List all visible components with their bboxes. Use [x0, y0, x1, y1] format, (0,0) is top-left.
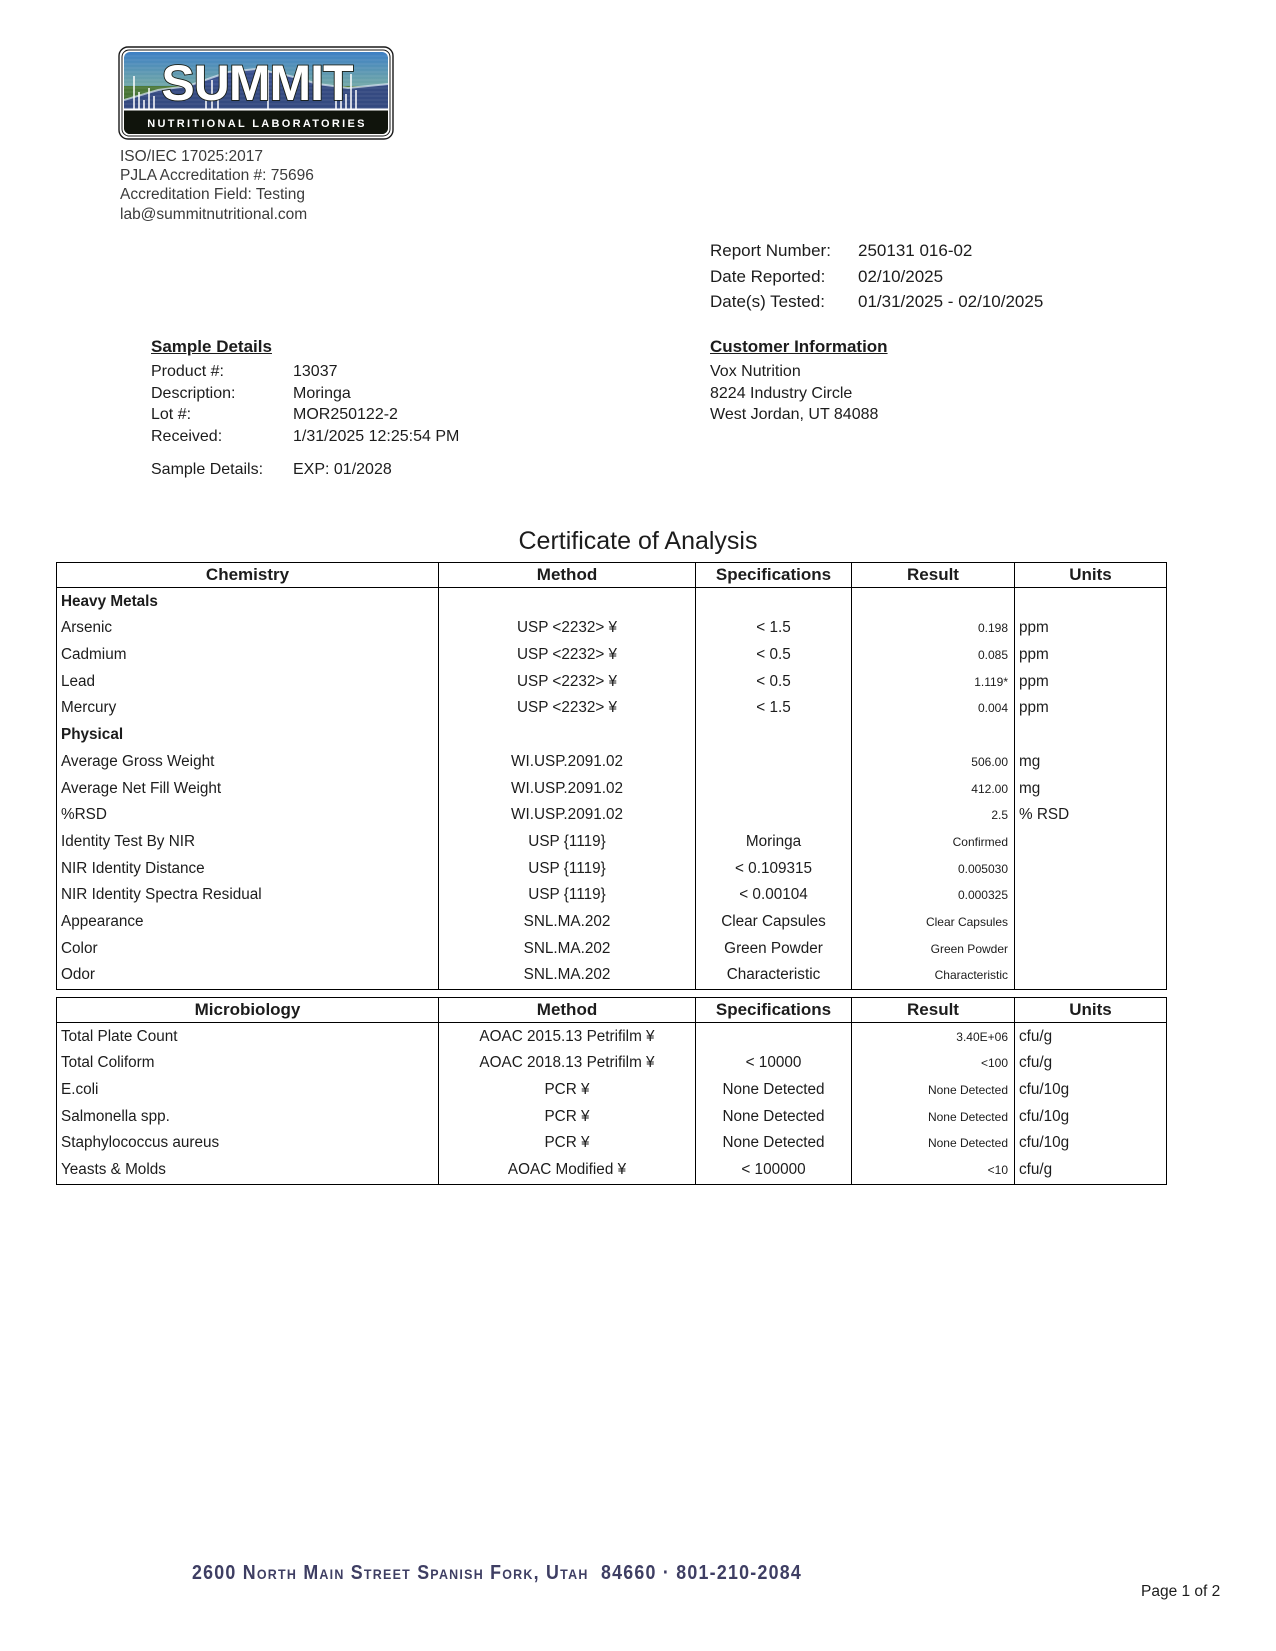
svg-text:SUMMIT: SUMMIT [161, 55, 353, 111]
svg-text:NUTRITIONAL LABORATORIES: NUTRITIONAL LABORATORIES [147, 118, 367, 130]
